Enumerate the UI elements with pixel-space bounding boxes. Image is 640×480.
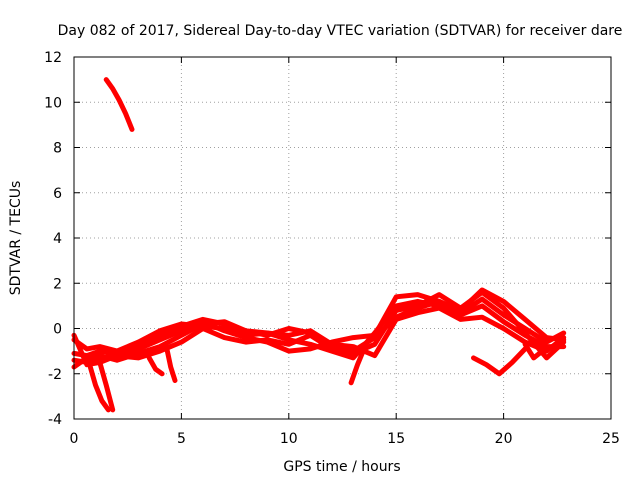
y-tick-label: 8 — [53, 141, 62, 157]
y-tick-label: 10 — [44, 95, 62, 111]
grid — [74, 57, 611, 419]
y-tick-label: -4 — [48, 412, 62, 428]
y-tick-label: 4 — [53, 231, 62, 247]
series-trace-2 — [71, 292, 567, 365]
series-trace-3 — [71, 305, 567, 359]
x-axis-label: GPS time / hours — [283, 459, 400, 475]
series-dip-a — [86, 359, 111, 413]
x-tick-label: 25 — [602, 431, 620, 447]
series-dip-c — [146, 355, 165, 377]
x-tick-label: 5 — [177, 431, 186, 447]
y-axis-label: SDTVAR / TECUs — [8, 181, 24, 296]
series-dip-b — [97, 359, 116, 413]
x-tick-label: 20 — [495, 431, 513, 447]
x-tick-label: 15 — [387, 431, 405, 447]
y-tick-label: 6 — [53, 186, 62, 202]
series-dip-d — [163, 344, 178, 383]
axis-ticks: 0 5 10 15 20 25 -4 -2 0 2 4 6 8 10 12 — [44, 50, 620, 447]
x-tick-label: 10 — [280, 431, 298, 447]
series-dip-g — [522, 341, 545, 361]
series-trace-5 — [71, 289, 567, 368]
series-high-arc — [103, 77, 135, 132]
y-tick-label: 12 — [44, 50, 62, 66]
y-tick-label: 2 — [53, 276, 62, 292]
series-dip-f — [471, 346, 528, 377]
chart-title: Day 082 of 2017, Sidereal Day-to-day VTE… — [58, 23, 623, 39]
y-tick-label: -2 — [48, 367, 62, 383]
series-dip-e — [348, 346, 367, 386]
series-trace-4 — [71, 296, 567, 370]
data-traces — [71, 77, 567, 413]
y-tick-label: 0 — [53, 322, 62, 338]
x-tick-label: 0 — [70, 431, 79, 447]
